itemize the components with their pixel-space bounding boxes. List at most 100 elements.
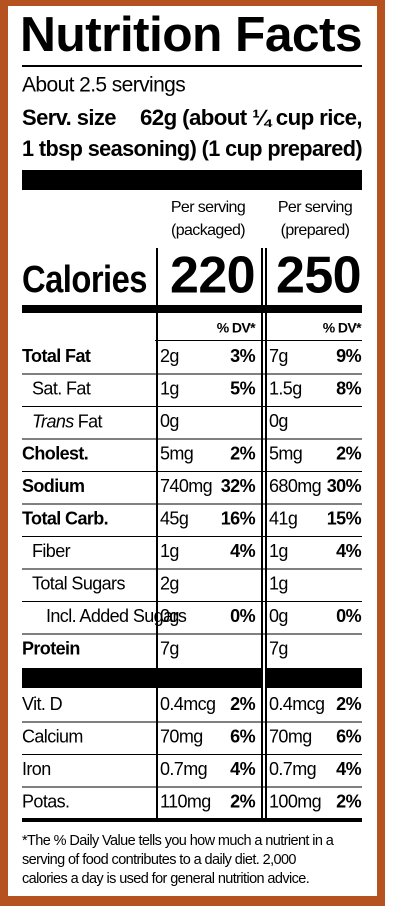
rule: [22, 633, 362, 635]
rule: [22, 503, 362, 505]
daily-value: 6%: [336, 727, 361, 747]
daily-value: 9%: [336, 346, 361, 366]
rule: [22, 786, 362, 788]
bar: [267, 668, 362, 688]
nutrient-name: Cholest.: [22, 444, 88, 464]
amount: 7g: [160, 639, 179, 659]
nutrient-name-rest: Fat: [78, 411, 103, 431]
amount: 1g: [160, 379, 179, 399]
nutrient-name: Trans Fat: [32, 411, 102, 431]
footnote: serving of food contributes to a daily d…: [22, 852, 296, 868]
amount: 0g: [160, 411, 179, 431]
footnote: *The % Daily Value tells you how much a …: [22, 833, 335, 849]
amount: 45g: [160, 509, 188, 529]
rule: [22, 373, 362, 375]
nutrient-name: Vit. D: [22, 694, 63, 714]
calories-label: Calories: [22, 259, 147, 301]
amount: 0g: [160, 606, 179, 626]
daily-value: 0%: [230, 606, 255, 626]
servings: About 2.5 servings: [22, 74, 185, 97]
daily-value: 4%: [230, 541, 255, 561]
amount: 0g: [269, 606, 288, 626]
amount: 740mg: [160, 476, 212, 496]
amount: 680mg: [269, 476, 321, 496]
thick-rule: [22, 818, 362, 822]
amount: 110mg: [160, 792, 211, 812]
nutrient-name: Potas.: [22, 792, 69, 812]
rule: [22, 601, 362, 602]
daily-value: 32%: [221, 476, 256, 496]
rule: [22, 406, 362, 407]
amount: 1g: [160, 541, 179, 561]
daily-value: 4%: [336, 759, 361, 779]
serving-size-label: Serv. size: [22, 105, 116, 130]
nutrient-name: Total Carb.: [22, 509, 108, 529]
amount: 0.7mg: [160, 759, 207, 779]
amount: 100mg: [269, 792, 321, 812]
rule: [22, 471, 362, 472]
bar: [22, 170, 362, 190]
amount: 5mg: [160, 444, 193, 464]
daily-value: 4%: [230, 759, 255, 779]
bar: [158, 668, 261, 688]
serving-size-value: 1 tbsp seasoning) (1 cup prepared): [22, 136, 362, 161]
rule: [155, 340, 362, 341]
amount: 0.7mg: [269, 759, 316, 779]
amount: 1.5g: [269, 379, 302, 399]
amount: 7g: [269, 639, 288, 659]
daily-value: 3%: [230, 346, 255, 366]
daily-value: 0%: [336, 606, 361, 626]
amount: 2g: [160, 574, 179, 594]
daily-value: 8%: [336, 379, 361, 399]
thick-rule: [22, 305, 362, 313]
amount: 70mg: [269, 727, 312, 747]
daily-value: 4%: [336, 541, 361, 561]
calories-value: 220: [170, 247, 255, 305]
amount: 2g: [160, 346, 179, 366]
amount: 5mg: [269, 444, 302, 464]
nutrient-name: Calcium: [22, 727, 83, 747]
amount: 7g: [269, 346, 288, 366]
daily-value: 2%: [336, 444, 361, 464]
nutrient-name: Sat. Fat: [32, 379, 91, 399]
dv-header: % DV*: [217, 320, 256, 336]
daily-value: 2%: [230, 792, 255, 812]
title: Nutrition Facts: [20, 8, 362, 62]
dv-header: % DV*: [323, 320, 362, 336]
nutrient-name: Sodium: [22, 476, 84, 496]
daily-value: 2%: [230, 444, 255, 464]
rule: [22, 536, 362, 537]
daily-value: 2%: [336, 792, 361, 812]
daily-value: 30%: [327, 476, 362, 496]
column-divider: [265, 248, 267, 820]
daily-value: 2%: [230, 694, 255, 714]
bar: [22, 668, 156, 688]
rule: [22, 568, 362, 570]
daily-value: 15%: [327, 509, 362, 529]
column-header: Per serving: [278, 199, 352, 216]
amount: 41g: [269, 509, 297, 529]
calories-value: 250: [276, 247, 361, 305]
daily-value: 5%: [230, 379, 255, 399]
column-header: Per serving: [171, 199, 245, 216]
column-divider: [156, 248, 158, 820]
nutrient-name: Iron: [22, 759, 51, 779]
nutrient-name: Protein: [22, 639, 80, 659]
amount: 0.4mcg: [269, 694, 324, 714]
nutrient-name: Fiber: [32, 541, 71, 561]
amount: 70mg: [160, 727, 203, 747]
rule: [22, 721, 362, 723]
daily-value: 6%: [230, 727, 255, 747]
rule: [22, 438, 362, 440]
column-divider: [261, 248, 263, 820]
daily-value: 2%: [336, 694, 361, 714]
rule: [22, 65, 362, 67]
amount: 1g: [269, 574, 288, 594]
column-header: (prepared): [281, 222, 350, 239]
panel: [8, 6, 377, 896]
column-header: (packaged): [171, 222, 245, 239]
nutrient-name-italic: Trans: [32, 411, 74, 431]
amount: 0g: [269, 411, 288, 431]
daily-value: 16%: [221, 509, 256, 529]
